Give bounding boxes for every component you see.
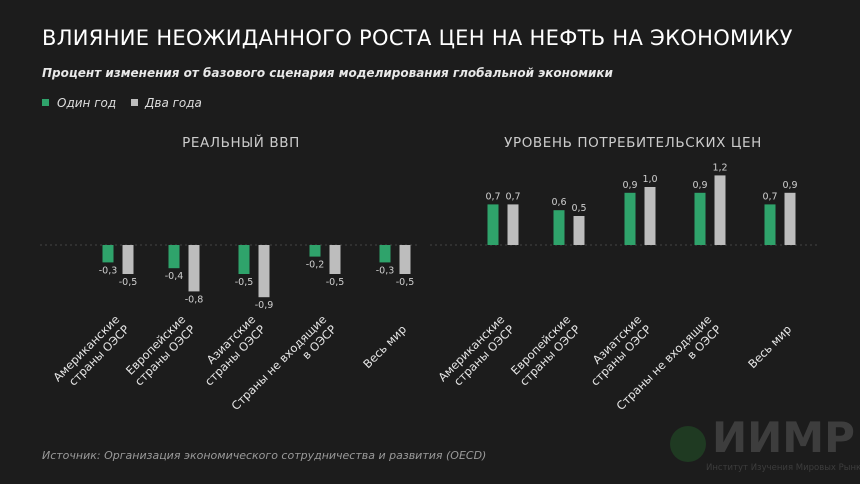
bar-one-year <box>379 245 391 263</box>
bar-two-years <box>507 204 519 245</box>
bar-two-years <box>122 245 134 274</box>
legend-swatch-two-years <box>131 99 138 106</box>
bar-two-years <box>573 216 585 245</box>
page-title: ВЛИЯНИЕ НЕОЖИДАННОГО РОСТА ЦЕН НА НЕФТЬ … <box>42 26 793 50</box>
bar-two-years <box>644 187 656 245</box>
bar-two-years <box>399 245 411 274</box>
bar-one-year <box>694 192 706 245</box>
data-label: 0,9 <box>692 180 707 191</box>
bar-one-year <box>624 192 636 245</box>
bar-two-years <box>329 245 341 274</box>
data-label: 0,9 <box>622 180 637 191</box>
bar-one-year <box>168 245 180 269</box>
data-label: -0,3 <box>376 265 395 276</box>
data-label: -0,5 <box>396 277 415 288</box>
data-label: -0,5 <box>326 277 345 288</box>
legend-label-two-years: Два года <box>144 96 202 110</box>
bar-one-year <box>764 204 776 245</box>
data-label: -0,9 <box>255 300 274 311</box>
category-label: Весь мир <box>745 322 794 371</box>
data-label: 0,6 <box>551 197 566 208</box>
bar-one-year <box>553 210 565 245</box>
data-label: 0,7 <box>762 191 777 202</box>
data-label: -0,5 <box>235 277 254 288</box>
data-label: 0,7 <box>505 191 520 202</box>
data-label: 0,9 <box>782 180 797 191</box>
panel-title-cpi: УРОВЕНЬ ПОТРЕБИТЕЛЬСКИХ ЦЕН <box>504 135 762 151</box>
legend-label-one-year: Один год <box>57 96 116 110</box>
logo-subtitle: Институт Изучения Мировых Рынков <box>706 463 860 473</box>
bar-two-years <box>258 245 270 298</box>
data-label: -0,5 <box>119 277 138 288</box>
category-label-line: Весь мир <box>745 322 794 371</box>
globe-icon <box>670 426 706 462</box>
panel-title-gdp: РЕАЛЬНЫЙ ВВП <box>182 133 300 151</box>
legend: Один год Два года <box>42 96 202 110</box>
data-label: 0,7 <box>485 191 500 202</box>
category-label: Весь мир <box>360 322 409 371</box>
legend-swatch-one-year <box>42 99 49 106</box>
logo: ИИМР Институт Изучения Мировых Рынков <box>670 413 860 473</box>
bar-one-year <box>102 245 114 263</box>
bar-one-year <box>238 245 250 274</box>
bar-one-year <box>309 245 321 257</box>
data-label: -0,8 <box>185 294 204 305</box>
data-label: -0,3 <box>99 265 118 276</box>
bar-two-years <box>714 175 726 245</box>
logo-text: ИИМР <box>712 413 855 462</box>
bar-two-years <box>188 245 200 292</box>
bar-two-years <box>784 192 796 245</box>
category-label-line: Весь мир <box>360 322 409 371</box>
data-label: 0,5 <box>571 203 586 214</box>
data-label: -0,4 <box>165 271 184 282</box>
bar-one-year <box>487 204 499 245</box>
data-label: 1,2 <box>712 162 727 173</box>
source-note: Источник: Организация экономического сот… <box>42 449 486 462</box>
data-label: -0,2 <box>306 260 325 271</box>
subtitle: Процент изменения от базового сценария м… <box>42 66 614 80</box>
data-label: 1,0 <box>642 174 657 185</box>
